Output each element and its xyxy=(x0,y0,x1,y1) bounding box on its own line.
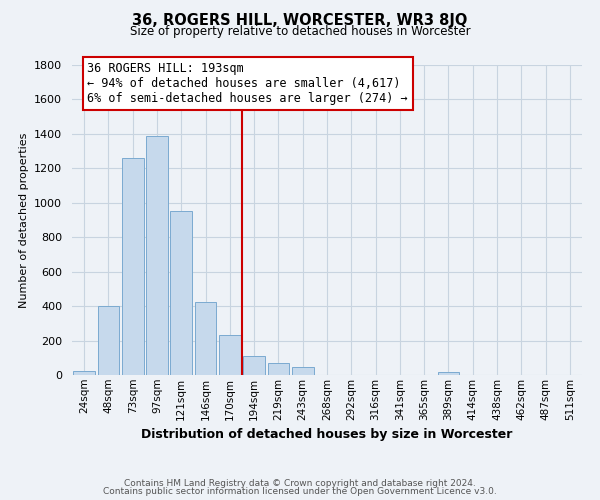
Bar xyxy=(292,367,314,375)
Bar xyxy=(194,302,217,375)
Bar xyxy=(97,306,119,375)
Bar xyxy=(437,372,460,375)
Bar xyxy=(243,356,265,375)
Bar xyxy=(73,370,95,375)
X-axis label: Distribution of detached houses by size in Worcester: Distribution of detached houses by size … xyxy=(142,428,512,441)
Text: Contains HM Land Registry data © Crown copyright and database right 2024.: Contains HM Land Registry data © Crown c… xyxy=(124,478,476,488)
Text: Size of property relative to detached houses in Worcester: Size of property relative to detached ho… xyxy=(130,25,470,38)
Bar xyxy=(268,363,289,375)
Bar xyxy=(122,158,143,375)
Text: 36 ROGERS HILL: 193sqm
← 94% of detached houses are smaller (4,617)
6% of semi-d: 36 ROGERS HILL: 193sqm ← 94% of detached… xyxy=(88,62,408,105)
Text: 36, ROGERS HILL, WORCESTER, WR3 8JQ: 36, ROGERS HILL, WORCESTER, WR3 8JQ xyxy=(133,12,467,28)
Y-axis label: Number of detached properties: Number of detached properties xyxy=(19,132,29,308)
Bar xyxy=(219,334,241,375)
Bar xyxy=(170,212,192,375)
Text: Contains public sector information licensed under the Open Government Licence v3: Contains public sector information licen… xyxy=(103,487,497,496)
Bar xyxy=(146,136,168,375)
